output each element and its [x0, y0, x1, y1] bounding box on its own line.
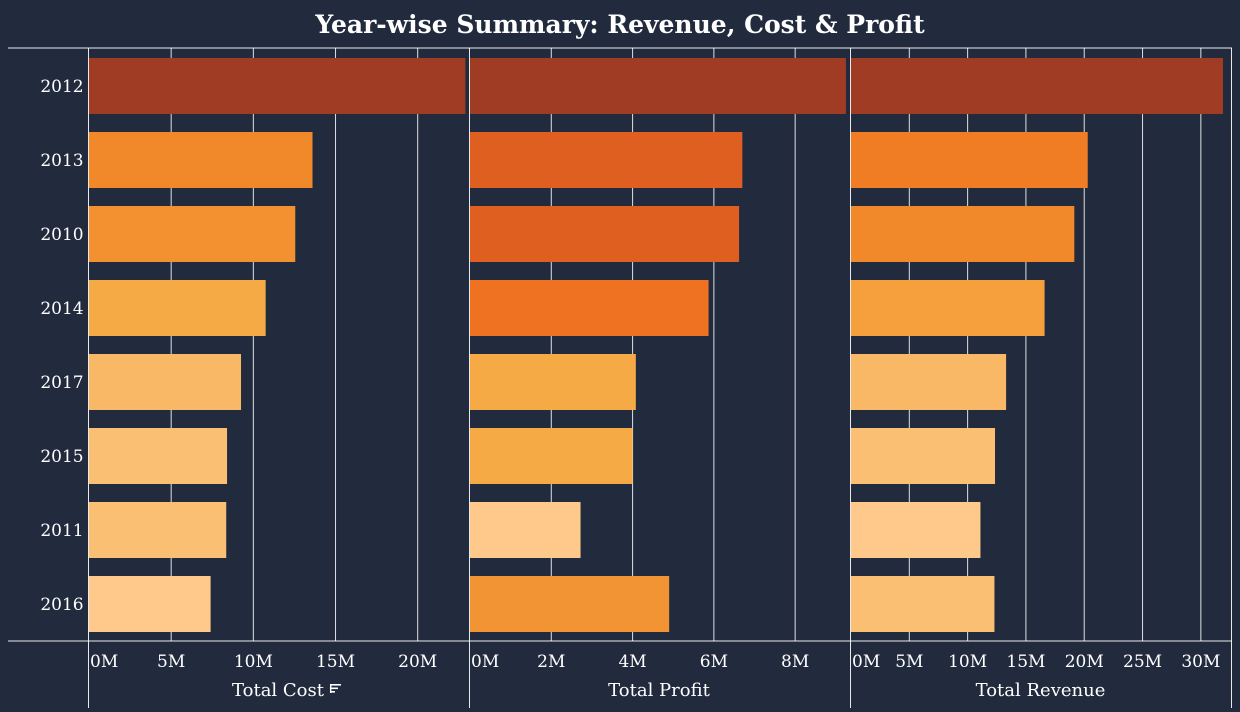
profit-bar-2010[interactable]	[470, 206, 740, 262]
cost-tick-label: 20M	[398, 652, 437, 672]
year-label: 2016	[40, 595, 83, 615]
profit-tick-label: 6M	[700, 652, 728, 672]
profit-bar-2014[interactable]	[470, 280, 709, 336]
cost-tick-label: 0M	[90, 652, 118, 672]
revenue-tick-label: 30M	[1181, 652, 1220, 672]
revenue-tick-label: 20M	[1065, 652, 1104, 672]
profit-tick-label: 2M	[537, 652, 565, 672]
cost-axis-title: Total Cost	[232, 680, 325, 701]
profit-bar-2016[interactable]	[470, 576, 670, 632]
revenue-tick-label: 5M	[895, 652, 923, 672]
profit-tick-label: 4M	[618, 652, 646, 672]
profit-bar-2012[interactable]	[470, 58, 846, 114]
revenue-bar-2013[interactable]	[851, 132, 1088, 188]
revenue-bar-2014[interactable]	[851, 280, 1045, 336]
cost-bar-2011[interactable]	[89, 502, 227, 558]
year-label: 2013	[40, 151, 83, 171]
cost-bar-2014[interactable]	[89, 280, 266, 336]
profit-bar-2017[interactable]	[470, 354, 636, 410]
revenue-bar-2015[interactable]	[851, 428, 996, 484]
cost-bar-2015[interactable]	[89, 428, 228, 484]
cost-bar-2012[interactable]	[89, 58, 466, 114]
year-label: 2011	[40, 521, 83, 541]
revenue-axis-title: Total Revenue	[976, 680, 1106, 701]
year-label: 2012	[40, 77, 83, 97]
year-label: 2017	[40, 373, 83, 393]
revenue-tick-label: 25M	[1123, 652, 1162, 672]
cost-bar-2016[interactable]	[89, 576, 211, 632]
cost-tick-label: 5M	[157, 652, 185, 672]
revenue-tick-label: 15M	[1006, 652, 1045, 672]
revenue-bar-2010[interactable]	[851, 206, 1075, 262]
cost-tick-label: 15M	[316, 652, 355, 672]
revenue-bar-2012[interactable]	[851, 58, 1224, 114]
profit-tick-label: 0M	[471, 652, 499, 672]
revenue-bar-2016[interactable]	[851, 576, 995, 632]
revenue-tick-label: 0M	[852, 652, 880, 672]
year-label: 2010	[40, 225, 83, 245]
cost-bar-2017[interactable]	[89, 354, 242, 410]
year-label: 2015	[40, 447, 83, 467]
year-label: 2014	[40, 299, 83, 319]
sort-descending-icon[interactable]	[329, 684, 341, 693]
profit-tick-label: 8M	[781, 652, 809, 672]
profit-bar-2015[interactable]	[470, 428, 633, 484]
revenue-bar-2011[interactable]	[851, 502, 981, 558]
cost-bar-2013[interactable]	[89, 132, 313, 188]
revenue-tick-label: 10M	[948, 652, 987, 672]
profit-bar-2011[interactable]	[470, 502, 581, 558]
cost-tick-label: 10M	[234, 652, 273, 672]
profit-axis-title: Total Profit	[608, 680, 710, 701]
chart-title: Year-wise Summary: Revenue, Cost & Profi…	[314, 10, 925, 39]
profit-bar-2013[interactable]	[470, 132, 743, 188]
cost-bar-2010[interactable]	[89, 206, 296, 262]
revenue-bar-2017[interactable]	[851, 354, 1007, 410]
